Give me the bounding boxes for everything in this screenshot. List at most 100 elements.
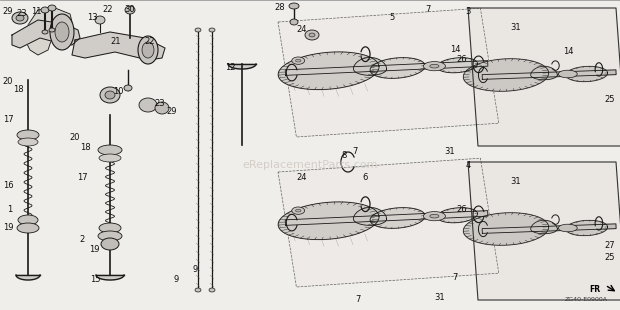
Ellipse shape — [296, 59, 301, 62]
Ellipse shape — [292, 57, 304, 64]
Polygon shape — [482, 70, 616, 79]
Ellipse shape — [558, 224, 577, 232]
Text: 2: 2 — [79, 236, 84, 245]
Ellipse shape — [142, 42, 154, 58]
Polygon shape — [370, 58, 425, 78]
Ellipse shape — [99, 223, 121, 233]
Text: 31: 31 — [511, 178, 521, 187]
Text: 8: 8 — [342, 150, 347, 160]
Ellipse shape — [41, 7, 49, 13]
Polygon shape — [96, 275, 124, 280]
Ellipse shape — [290, 19, 298, 25]
Polygon shape — [278, 8, 499, 137]
Polygon shape — [25, 8, 72, 55]
Text: 7: 7 — [355, 295, 361, 304]
Text: 31: 31 — [435, 294, 445, 303]
Text: 7: 7 — [352, 148, 358, 157]
Polygon shape — [16, 275, 40, 280]
Polygon shape — [531, 66, 557, 80]
Ellipse shape — [138, 36, 158, 64]
Ellipse shape — [16, 15, 24, 21]
Ellipse shape — [48, 5, 56, 11]
Ellipse shape — [289, 3, 299, 9]
Text: 29: 29 — [2, 7, 13, 16]
Text: 14: 14 — [450, 46, 460, 55]
Ellipse shape — [95, 16, 105, 24]
Ellipse shape — [423, 62, 445, 71]
Polygon shape — [353, 207, 386, 225]
Ellipse shape — [49, 28, 55, 32]
Text: 23: 23 — [17, 10, 27, 19]
Text: 11: 11 — [31, 7, 42, 16]
Ellipse shape — [42, 30, 48, 34]
Text: 18: 18 — [12, 86, 24, 95]
Text: 24: 24 — [297, 174, 308, 183]
Ellipse shape — [17, 130, 39, 140]
Ellipse shape — [209, 288, 215, 292]
Polygon shape — [278, 158, 499, 287]
Text: 6: 6 — [362, 174, 368, 183]
Text: 3: 3 — [466, 7, 471, 16]
Text: 18: 18 — [80, 144, 91, 153]
Ellipse shape — [55, 22, 69, 42]
Text: 13: 13 — [87, 14, 97, 23]
Polygon shape — [463, 59, 549, 91]
Text: 14: 14 — [563, 47, 574, 56]
Text: 21: 21 — [111, 38, 122, 46]
Polygon shape — [72, 32, 165, 60]
Text: 9: 9 — [192, 265, 198, 274]
Ellipse shape — [558, 70, 577, 78]
Ellipse shape — [105, 91, 115, 99]
Text: 25: 25 — [604, 254, 615, 263]
Ellipse shape — [125, 6, 135, 14]
Ellipse shape — [292, 207, 304, 214]
Text: 31: 31 — [445, 148, 455, 157]
Ellipse shape — [18, 215, 38, 225]
Ellipse shape — [12, 12, 28, 24]
Ellipse shape — [98, 145, 122, 155]
Text: 20: 20 — [2, 78, 13, 86]
Ellipse shape — [124, 85, 132, 91]
Text: eReplacementParts.com: eReplacementParts.com — [242, 160, 378, 170]
Ellipse shape — [430, 64, 439, 68]
Text: 30: 30 — [125, 6, 135, 15]
Ellipse shape — [98, 231, 122, 241]
Ellipse shape — [305, 30, 319, 40]
Polygon shape — [468, 8, 620, 146]
Polygon shape — [463, 213, 549, 245]
Text: 19: 19 — [2, 224, 13, 232]
Text: 27: 27 — [604, 241, 615, 250]
Ellipse shape — [50, 14, 74, 50]
Text: 1: 1 — [7, 206, 12, 215]
Text: 29: 29 — [167, 108, 177, 117]
Text: 24: 24 — [297, 25, 308, 34]
Text: 22: 22 — [144, 38, 155, 46]
Text: 26: 26 — [457, 55, 467, 64]
Ellipse shape — [100, 87, 120, 103]
Polygon shape — [278, 52, 379, 90]
Text: 31: 31 — [511, 24, 521, 33]
Ellipse shape — [296, 209, 301, 212]
Polygon shape — [437, 58, 477, 73]
Ellipse shape — [99, 154, 121, 162]
Polygon shape — [566, 66, 608, 82]
Ellipse shape — [17, 223, 39, 233]
Ellipse shape — [101, 238, 119, 250]
Polygon shape — [482, 224, 616, 233]
Polygon shape — [566, 220, 608, 236]
Polygon shape — [437, 208, 477, 223]
Text: 16: 16 — [2, 180, 13, 189]
Ellipse shape — [430, 214, 439, 218]
Polygon shape — [468, 162, 620, 300]
Polygon shape — [285, 61, 488, 75]
Polygon shape — [353, 58, 386, 75]
Ellipse shape — [155, 102, 169, 114]
Text: 25: 25 — [604, 95, 615, 104]
Ellipse shape — [209, 28, 215, 32]
Text: 4: 4 — [466, 162, 471, 171]
Ellipse shape — [195, 288, 201, 292]
Text: 12: 12 — [224, 64, 235, 73]
Text: 15: 15 — [90, 276, 100, 285]
Ellipse shape — [18, 138, 38, 146]
Text: 17: 17 — [2, 116, 13, 125]
